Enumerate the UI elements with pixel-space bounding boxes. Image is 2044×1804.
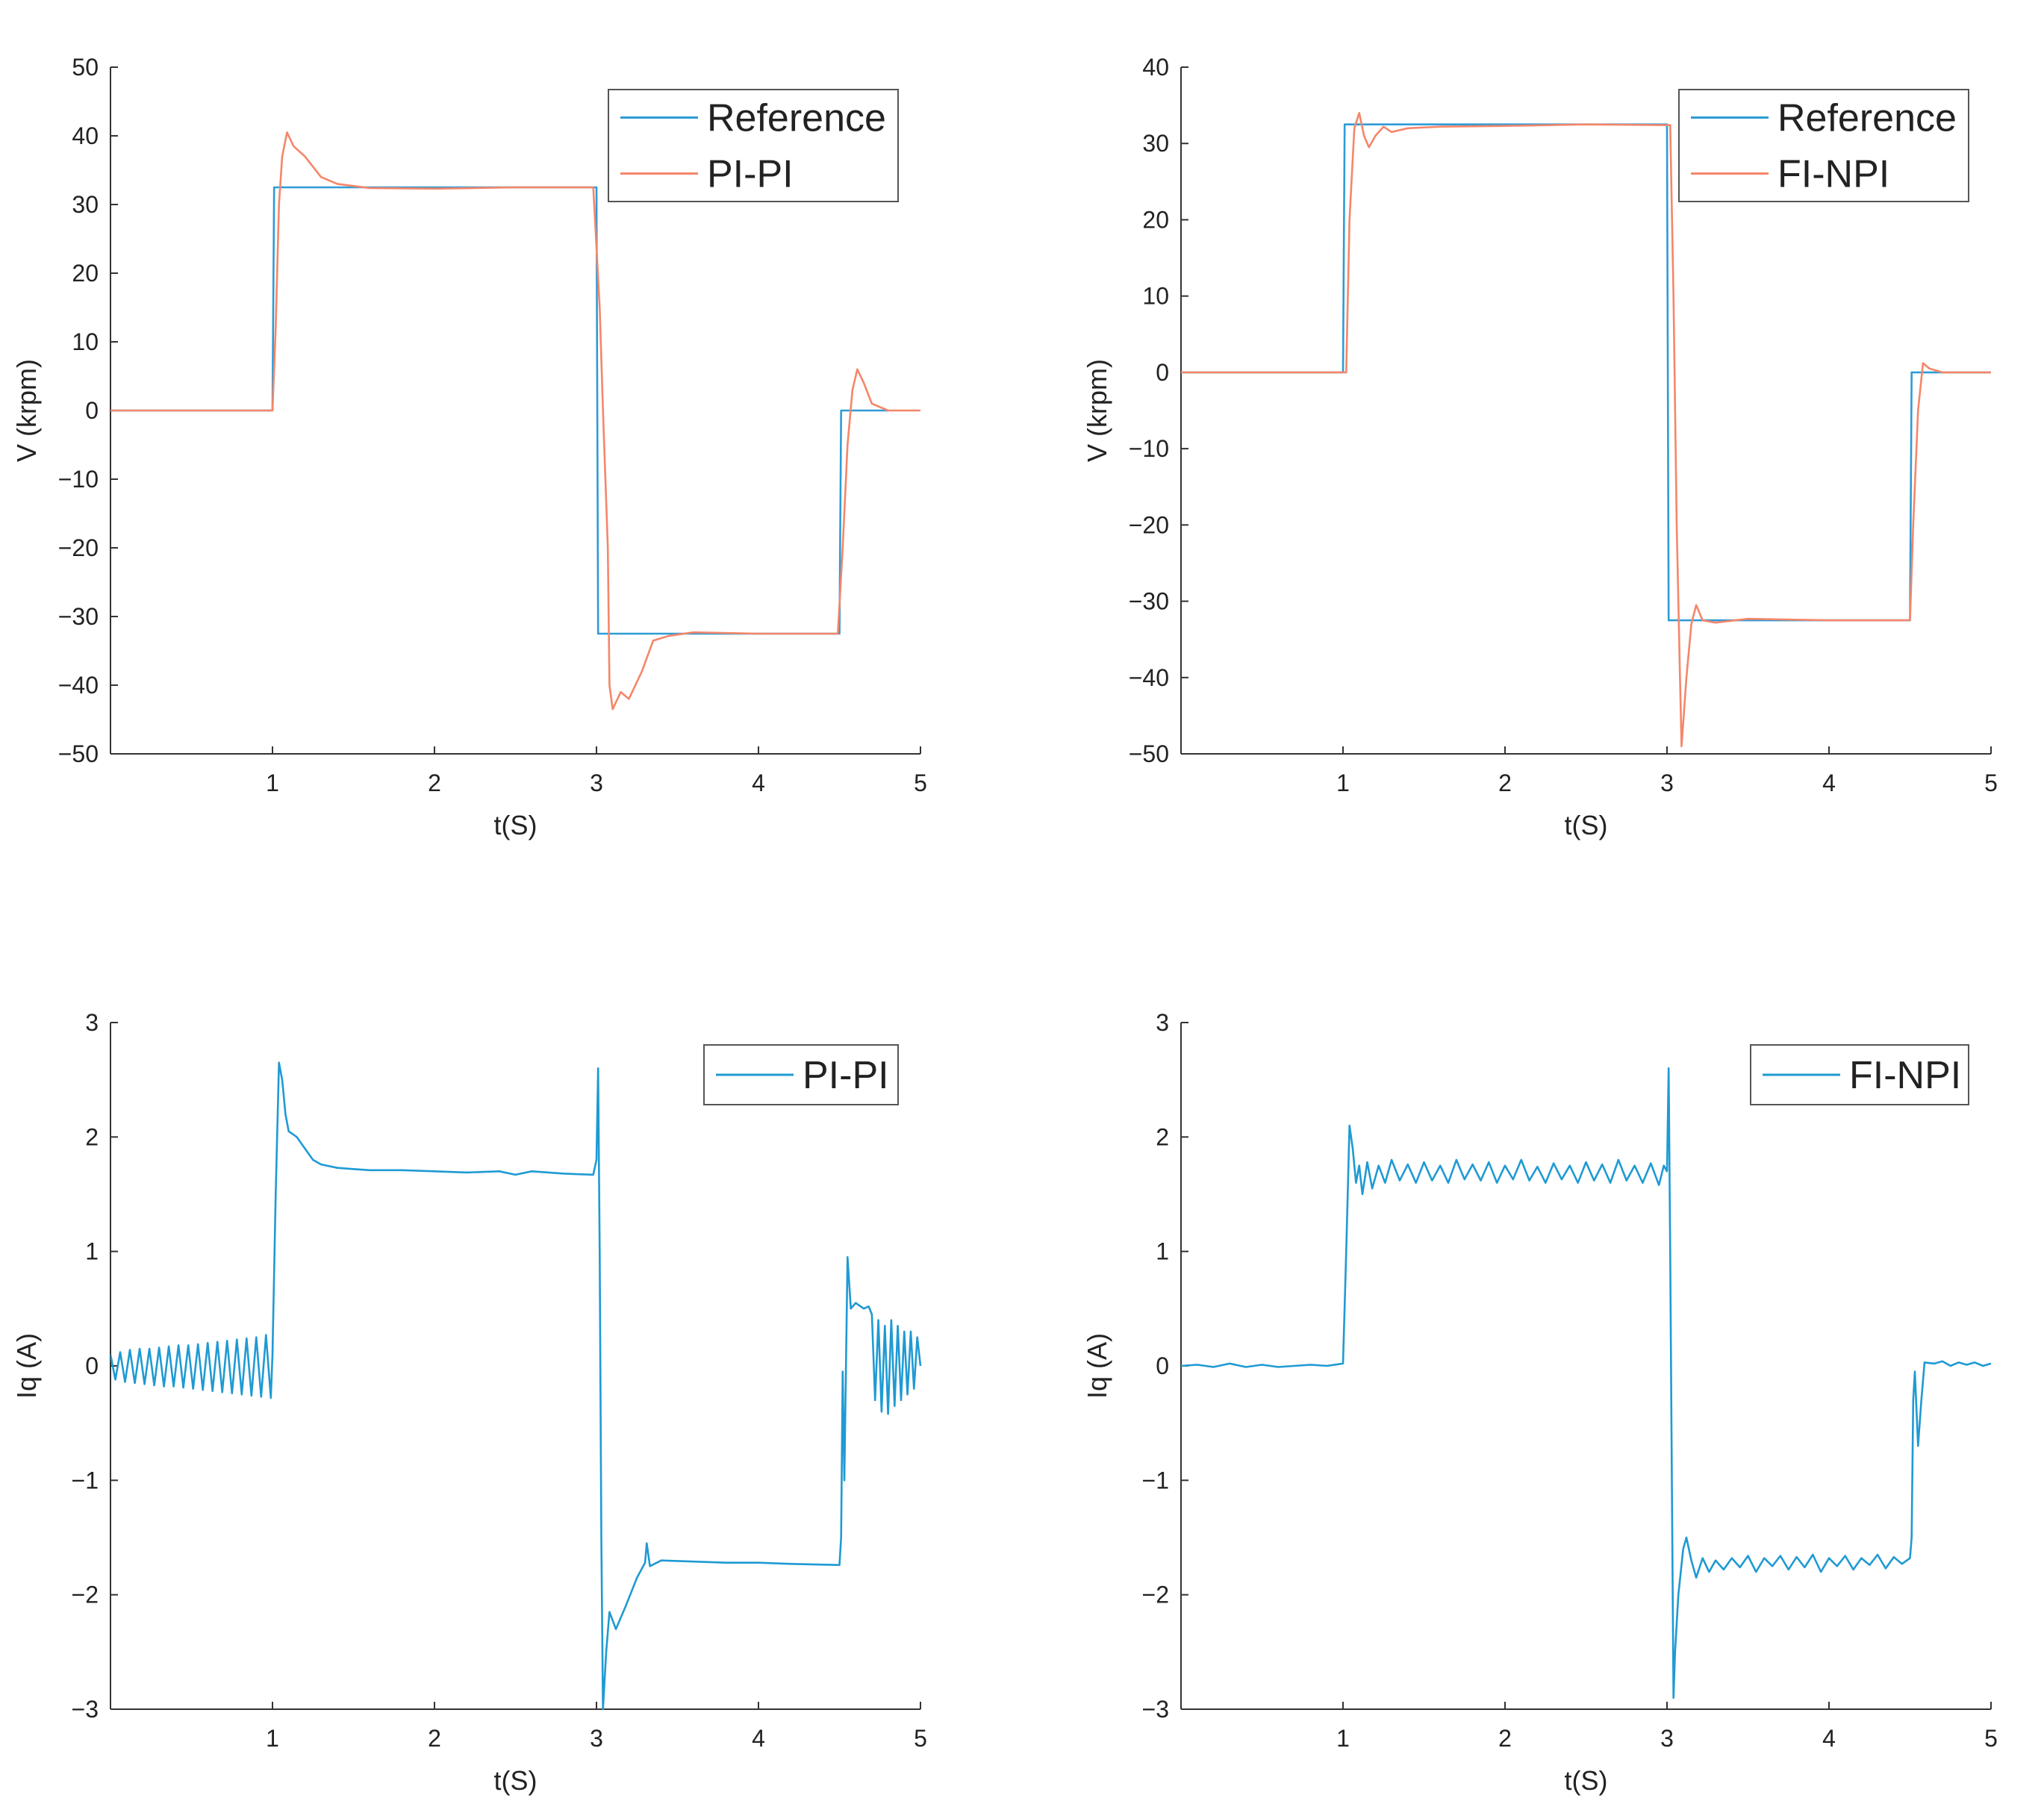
x-tick-label: 2 [428, 770, 441, 796]
y-tick-label: 1 [1156, 1238, 1169, 1265]
y-tick-label: −40 [1129, 664, 1169, 691]
x-tick-label: 3 [590, 770, 603, 796]
legend-label: FI-NPI [1777, 153, 1889, 196]
x-tick-label: 4 [1822, 770, 1836, 796]
y-tick-label: −40 [58, 672, 99, 699]
y-tick-label: 40 [1142, 54, 1169, 81]
chart-speed-pi: −50 −40 −30 −20 −10 0 10 20 30 40 50 1 2 3 4 5 t(S) V (kr… [11, 54, 927, 840]
y-tick-label: −10 [1129, 435, 1169, 462]
series-line-reference [110, 186, 888, 635]
chart-speed-fi: −50 −40 −30 −20 −10 0 10 20 30 40 1 2 3 4 5 t(S) V (krpm… [1082, 54, 1998, 840]
chart-current-fi: −3 −2 −1 0 1 2 3 1 2 3 4 5 t(S) Iq (A) FI-NPI [1082, 1009, 1998, 1796]
x-tick-label: 5 [914, 770, 927, 796]
x-axis-label: t(S) [494, 810, 538, 840]
chart-current-pi: −3 −2 −1 0 1 2 3 1 2 3 4 5 t(S) Iq (A) PI-PI [11, 1009, 927, 1796]
y-axis-label: V (krpm) [1082, 359, 1112, 462]
x-tick-label: 1 [1336, 770, 1350, 796]
y-tick-label: 3 [85, 1009, 99, 1036]
series-line-fi-npi [1181, 1067, 1992, 1699]
series-line-pi-pi [110, 1061, 922, 1711]
legend: Reference FI-NPI [1678, 89, 1969, 202]
y-tick-label: 40 [72, 122, 99, 149]
x-tick-label: 4 [1822, 1725, 1836, 1752]
y-tick-label: 1 [85, 1238, 99, 1265]
y-tick-label: 10 [72, 328, 99, 355]
x-tick-label: 3 [1660, 1725, 1674, 1752]
y-tick-label: 3 [1156, 1009, 1169, 1036]
x-tick-label: 5 [1984, 1725, 1998, 1752]
series-line-reference [1181, 123, 1991, 622]
y-tick-label: 2 [85, 1123, 99, 1150]
legend: PI-PI [703, 1044, 899, 1105]
y-tick-label: 20 [72, 260, 99, 287]
y-tick-label: −20 [58, 534, 99, 561]
y-tick-label: 30 [72, 191, 99, 218]
x-tick-label: 5 [914, 1725, 927, 1752]
y-tick-label: −50 [1129, 740, 1169, 767]
y-tick-label: −1 [1142, 1467, 1169, 1494]
x-tick-label: 2 [428, 1725, 441, 1752]
y-tick-label: 30 [1142, 130, 1169, 157]
legend-box [1678, 89, 1969, 202]
series-line-pi-pi [110, 131, 920, 711]
x-tick-label: 1 [266, 770, 279, 796]
x-tick-label: 4 [752, 770, 765, 796]
x-axis-label: t(S) [1565, 810, 1608, 840]
y-axis-label: V (krpm) [11, 359, 42, 462]
legend-label: Reference [1777, 97, 1957, 140]
y-tick-label: −50 [58, 740, 99, 767]
y-tick-label: −2 [72, 1582, 99, 1608]
y-axis-label: Iq (A) [11, 1333, 42, 1399]
y-tick-label: 0 [85, 397, 99, 424]
legend-label: PI-PI [707, 153, 794, 196]
legend: Reference PI-PI [608, 89, 899, 202]
y-tick-label: −3 [1142, 1696, 1169, 1723]
legend-label: PI-PI [803, 1054, 889, 1097]
y-tick-label: −3 [72, 1696, 99, 1723]
x-tick-label: 4 [752, 1725, 765, 1752]
y-tick-label: −30 [58, 603, 99, 630]
legend-box [608, 89, 899, 202]
legend-label: Reference [707, 97, 886, 140]
y-tick-label: 2 [1156, 1123, 1169, 1150]
x-tick-label: 3 [1660, 770, 1674, 796]
x-tick-label: 2 [1498, 770, 1512, 796]
x-axis-label: t(S) [1565, 1765, 1608, 1796]
y-tick-label: 50 [72, 54, 99, 81]
y-tick-label: −20 [1129, 511, 1169, 538]
y-tick-label: 10 [1142, 283, 1169, 310]
x-tick-label: 2 [1498, 1725, 1512, 1752]
x-tick-label: 5 [1984, 770, 1998, 796]
series-line-fi-npi [1181, 112, 1991, 748]
x-tick-label: 1 [1336, 1725, 1350, 1752]
y-tick-label: −30 [1129, 588, 1169, 615]
x-tick-label: 1 [266, 1725, 279, 1752]
y-tick-label: −2 [1142, 1582, 1169, 1608]
y-tick-label: 0 [85, 1352, 99, 1379]
y-tick-label: −10 [58, 466, 99, 493]
y-tick-label: 0 [1156, 1352, 1169, 1379]
legend-label: FI-NPI [1849, 1054, 1961, 1097]
legend: FI-NPI [1750, 1044, 1969, 1105]
y-tick-label: 20 [1142, 206, 1169, 233]
x-tick-label: 3 [590, 1725, 603, 1752]
y-tick-label: −1 [72, 1467, 99, 1494]
y-tick-label: 0 [1156, 359, 1169, 386]
y-axis-label: Iq (A) [1082, 1333, 1112, 1399]
x-axis-label: t(S) [494, 1765, 538, 1796]
